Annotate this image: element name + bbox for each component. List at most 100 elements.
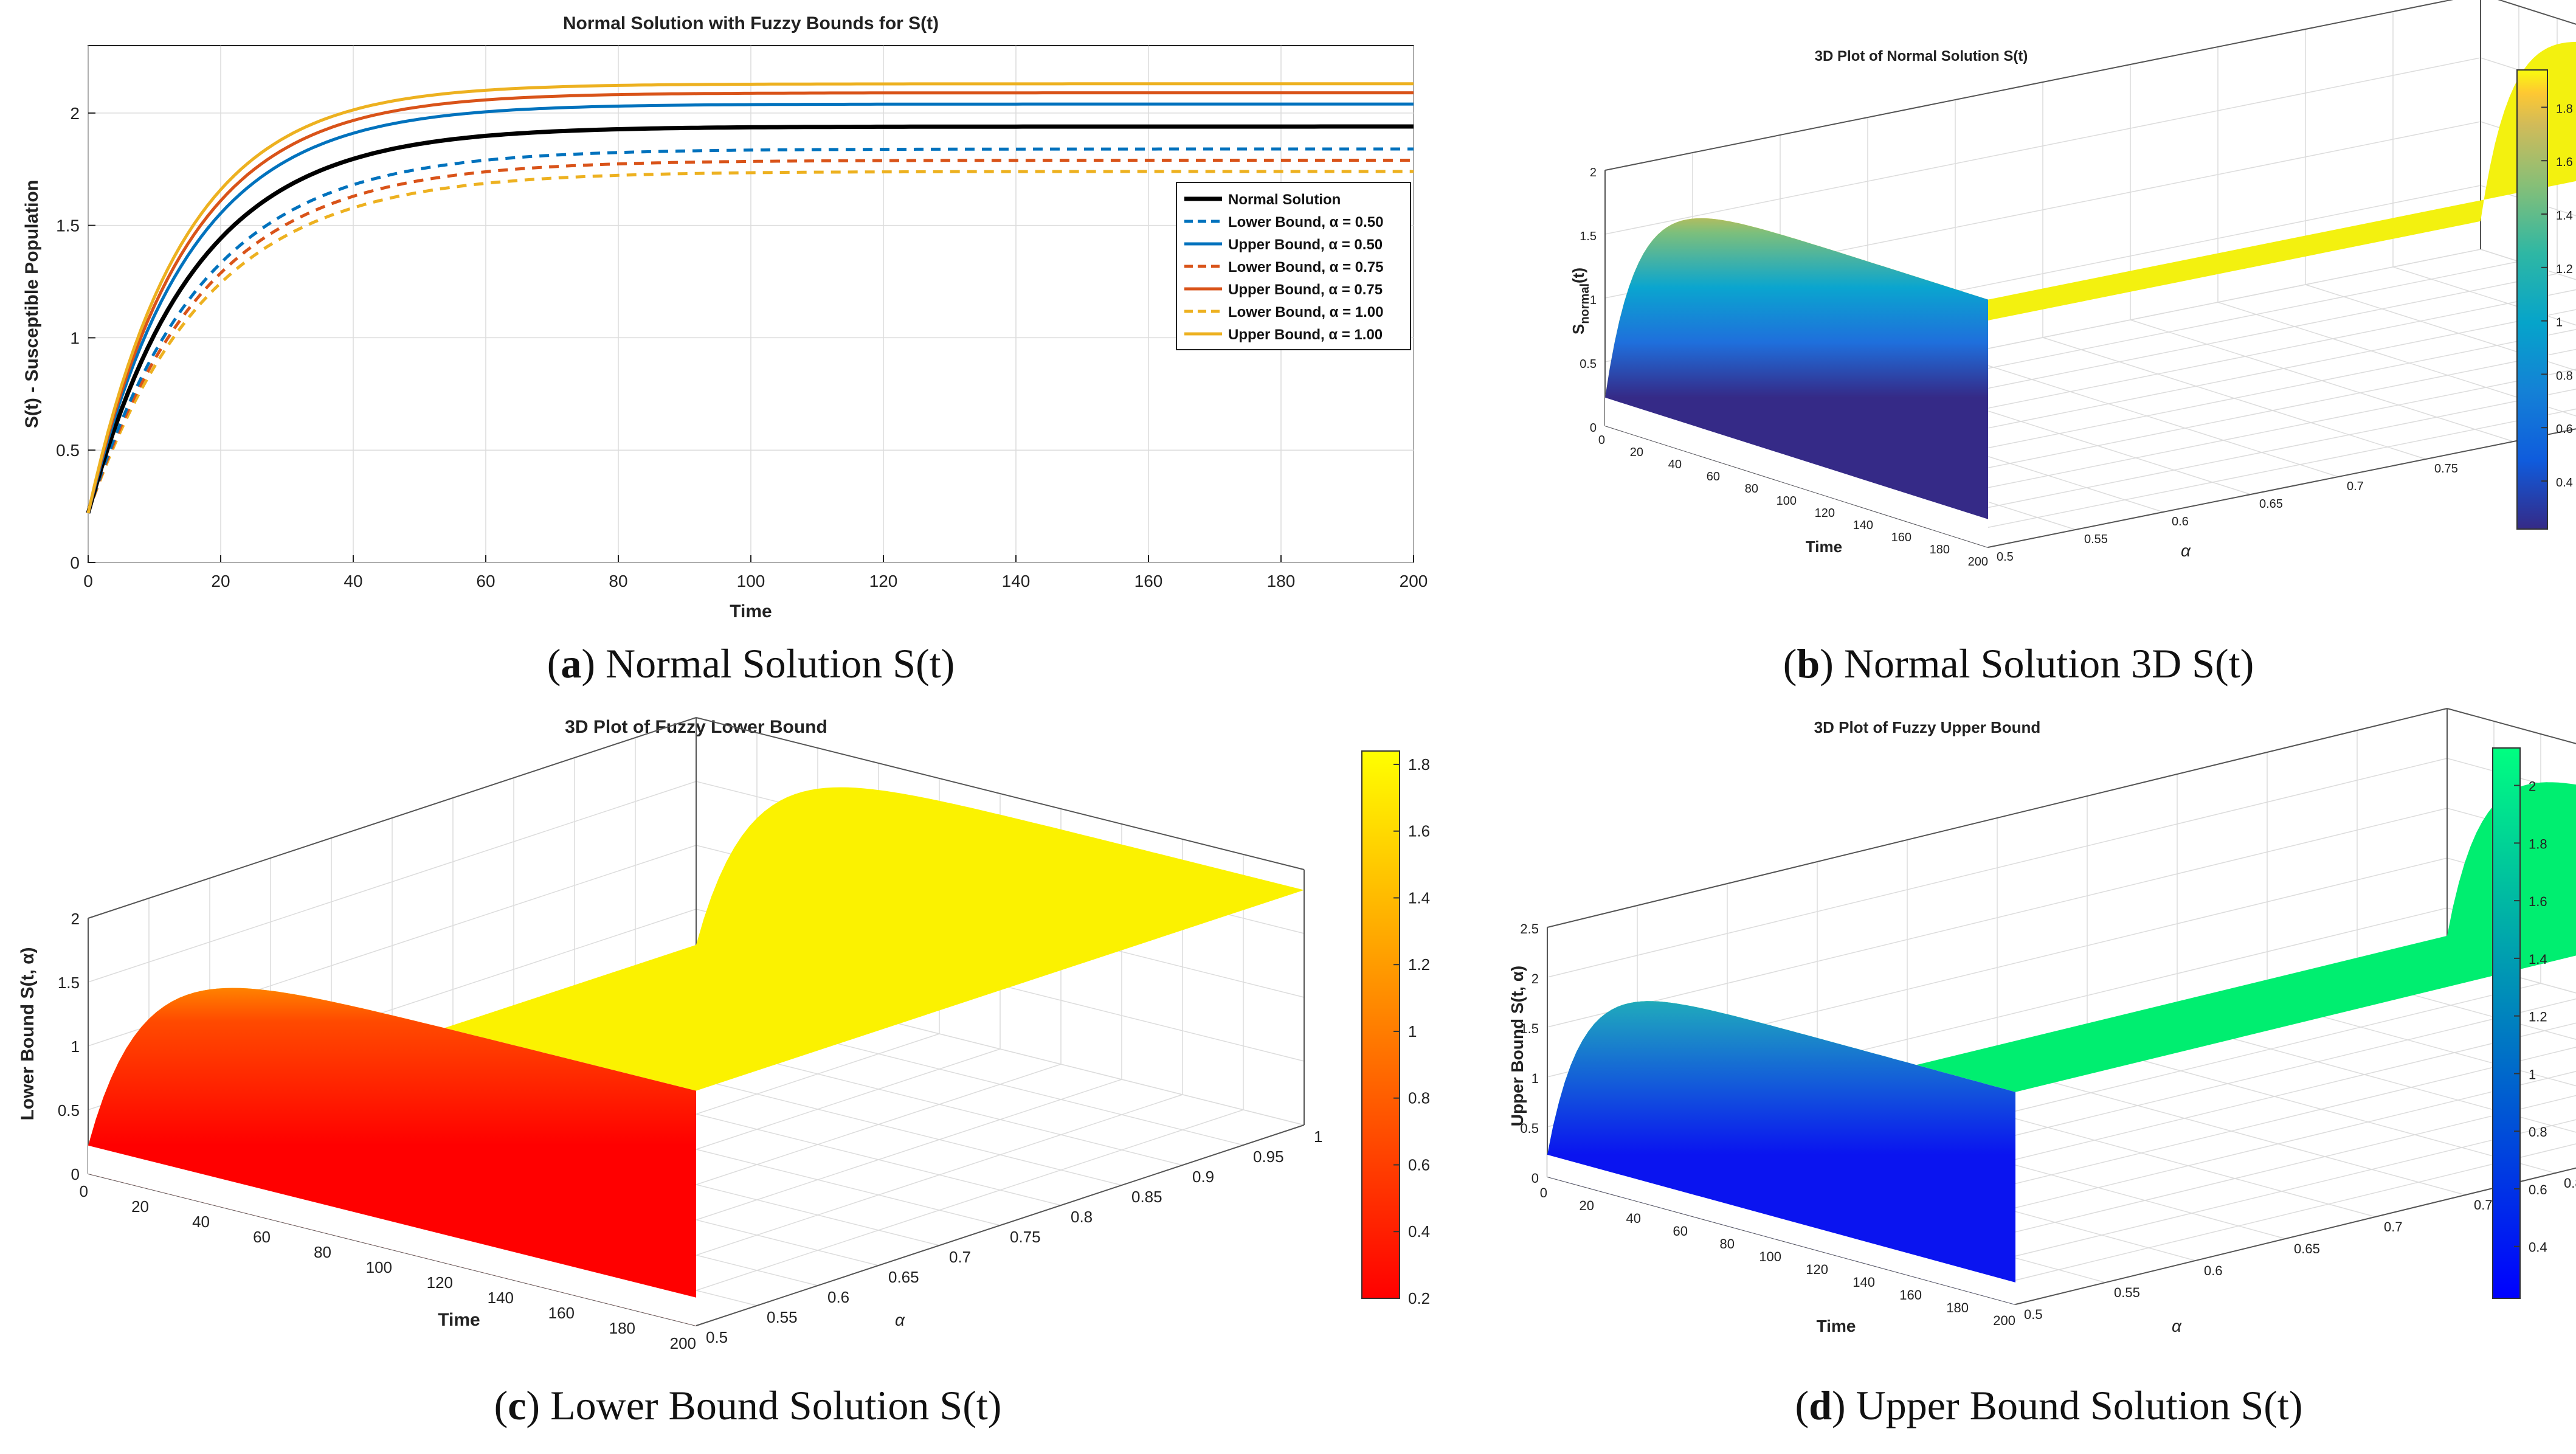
colorbar-tick-label: 0.4 [2556,476,2573,490]
x-tick-label: 20 [131,1197,149,1216]
panel-a-line-chart: 0 20 40 60 80 100 120 140 160 180 200 0 0.5 1 1.5 2 Nor… [22,13,1428,621]
surface-front [1605,218,1988,547]
colorbar-tick-label: 0.6 [1408,1155,1430,1174]
x-tick-label: 60 [1673,1224,1688,1239]
y-tick-label: 0.7 [2384,1219,2403,1234]
y-tick-label: 0.9 [1192,1168,1214,1186]
colorbar-tick-label: 1.2 [2556,263,2573,276]
colorbar-tick-label: 1 [2556,316,2563,330]
z-axis-label: Snormal(t) [1569,268,1592,334]
series-line [86,102,1414,514]
colorbar: 0.4 0.6 0.8 1 1.2 1.4 1.6 1.8 [2516,69,2573,530]
legend-label: Upper Bound, α = 1.00 [1228,327,1383,343]
z-tick-label: 0.5 [58,1101,80,1120]
floor-gridline [2042,337,2426,460]
z-axis-label-sub: normal [1578,283,1592,324]
surface-front [1547,1001,2015,1304]
series-line [86,82,1414,514]
y-tick-label: 0.65 [2259,497,2283,511]
x-tick-label: 200 [1968,555,1988,569]
y-tick-label: 0.55 [767,1308,798,1326]
x-tick-label: 80 [314,1243,331,1261]
y-tick-label: 0.55 [2084,533,2108,546]
chart-title: 3D Plot of Normal Solution S(t) [1815,48,2028,64]
y-tick-label: 0.7 [949,1248,971,1266]
colorbar-tick-label: 0.8 [2556,369,2573,383]
chart-title: Normal Solution with Fuzzy Bounds for S(… [563,13,939,33]
x-tick-label: 160 [1891,531,1911,544]
x-tick-label: 60 [476,572,495,590]
colorbar-tick-label: 1.4 [1408,888,1430,907]
axis-box-edge [1987,428,2576,548]
y-axis-label: α [2172,1317,2182,1335]
x-tick-label: 180 [1930,543,1950,556]
z-tick-label: 2 [71,910,80,928]
colorbar-tick-label: 1.4 [2529,952,2547,967]
y-tick-label: 2 [70,104,80,123]
colorbar: 0.2 0.4 0.6 0.8 1 1.2 1.4 1.6 1.8 [1361,750,1430,1307]
axis-box-edge [1604,0,2454,171]
z-tick-label: 0.5 [1520,1121,1539,1136]
colorbar-tick-label: 1.6 [2556,156,2573,169]
z-tick-label: 0 [1590,421,1597,435]
x-tick-label: 120 [869,572,898,590]
x-tick-label: 0 [1598,434,1605,447]
x-tick-label: 120 [1806,1262,1828,1277]
colorbar-tick-label: 0.8 [2529,1124,2547,1140]
colorbar-tick-label: 0.2 [1408,1289,1430,1307]
x-tick-label: 0 [80,1182,88,1200]
y-tick-label: 1 [70,328,80,347]
x-tick-label: 200 [670,1334,696,1352]
floor-gridline [1921,1119,2576,1279]
y-tick-label: 0.55 [2114,1285,2140,1300]
floor-gridline [2305,284,2576,372]
colorbar: 0.4 0.6 0.8 1 1.2 1.4 1.6 1.8 2 [2492,747,2547,1299]
x-tick-label: 100 [1759,1249,1781,1264]
x-tick-label: 140 [1853,519,1873,532]
colorbar-tick-label: 1.8 [1408,755,1430,774]
y-tick-label: 0.95 [1253,1148,1284,1166]
y-tick-label: 0.65 [2294,1241,2320,1256]
y-tick-label: 0.75 [1010,1228,1041,1246]
floor-gridline [2357,979,2576,1040]
data-series [86,82,1414,514]
floor-gridline [2392,266,2576,326]
colorbar-tick-label: 0.8 [1408,1089,1430,1107]
surface-base [1547,1154,2015,1304]
legend-label: Lower Bound, α = 0.75 [1228,259,1383,275]
y-tick-label: 0.65 [888,1268,919,1286]
axis-box-edge [2015,1167,2576,1305]
x-tick-label: 180 [609,1319,635,1337]
y-tick-label: 0.8 [1071,1208,1093,1226]
x-tick-label: 0 [83,572,93,590]
z-tick-label: 2 [1590,166,1597,179]
colorbar-tick-label: 0.4 [2529,1240,2547,1255]
colorbar-tick-label: 1.2 [2529,1009,2547,1025]
z-tick-label: 2 [1531,971,1539,986]
series-line [86,147,1414,514]
legend-label: Upper Bound, α = 0.50 [1228,237,1383,253]
surface-base [88,1145,696,1326]
y-tick-label: 0.85 [1131,1188,1162,1206]
z-tick-label: 1.5 [1520,1021,1539,1036]
caption-text: Upper Bound Solution S(t) [1845,1382,2303,1428]
z-tick-label: 0 [71,1165,80,1183]
y-tick-label: 0.5 [56,441,80,460]
axis-box-edge [696,1124,1305,1326]
x-tick-label: 80 [1720,1236,1735,1251]
x-tick-label: 120 [427,1273,453,1292]
legend: Normal Solution Lower Bound, α = 0.50 Uppe… [1176,182,1411,350]
z-axis-label: Lower Bound S(t, α) [18,947,38,1120]
panel-b-3d-surface: 3D Plot of Normal Solution S(t) 02040608… [1569,0,2576,569]
x-tick-label: 140 [1002,572,1031,590]
wall-gridline [1604,0,2576,171]
caption-d: (d) Upper Bound Solution S(t) [1795,1382,2303,1428]
x-tick-label: 140 [1853,1275,1875,1290]
colorbar-tick-label: 1.6 [2529,894,2547,909]
series-line [86,91,1414,514]
y-tick-label: 0.75 [2434,462,2458,476]
floor-gridline [1997,1067,2466,1196]
x-axis-label: Time [438,1310,480,1330]
